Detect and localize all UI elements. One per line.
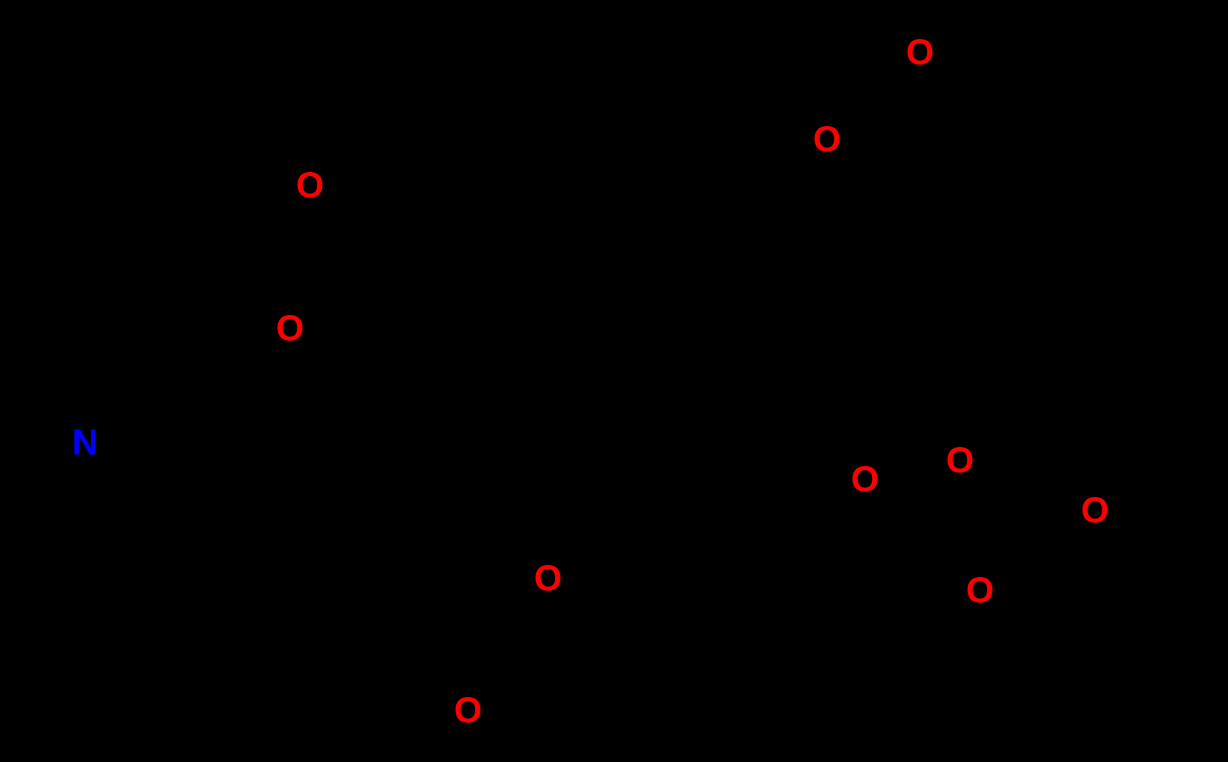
atom-label-o: O <box>454 690 482 731</box>
bond <box>962 165 963 250</box>
atom-label-o: O <box>851 459 879 500</box>
atom-label-n: N <box>72 422 98 463</box>
atom-label-o: O <box>906 32 934 73</box>
bond <box>107 440 165 441</box>
atom-label-o: O <box>296 165 324 206</box>
canvas-background <box>0 0 1228 762</box>
molecule-diagram: N O O O O O O O O O O <box>0 0 1228 762</box>
atom-label-o: O <box>946 440 974 481</box>
atom-label-o: O <box>966 570 994 611</box>
atom-label-o: O <box>534 558 562 599</box>
atom-label-o: O <box>1081 490 1109 531</box>
atom-label-o: O <box>813 119 841 160</box>
atom-label-o: O <box>276 308 304 349</box>
